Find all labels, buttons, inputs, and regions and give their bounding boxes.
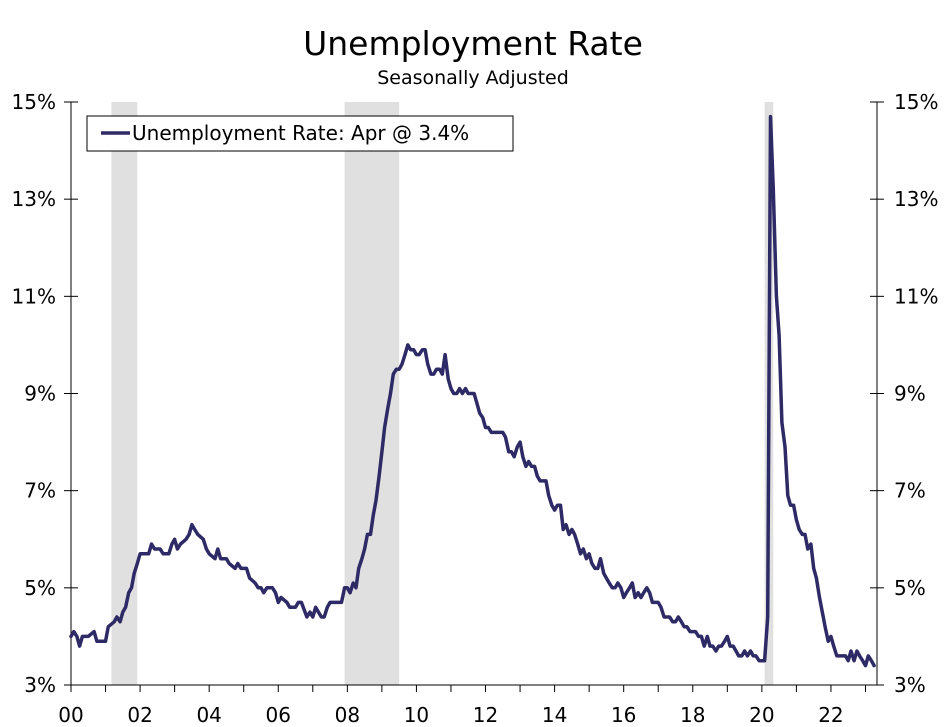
chart-title: Unemployment Rate [303,24,643,63]
y-tick-label-left: 3% [24,673,56,697]
recession-bands [111,102,774,685]
chart-subtitle: Seasonally Adjusted [377,67,569,89]
y-tick-label-right: 7% [894,479,926,503]
x-tick-label: 06 [266,703,291,727]
x-tick-label: 12 [473,703,498,727]
y-tick-label-left: 11% [12,284,56,308]
legend: Unemployment Rate: Apr @ 3.4% [86,115,514,152]
y-tick-label-right: 5% [894,576,926,600]
x-tick-label: 18 [680,703,705,727]
y-tick-label-left: 7% [24,479,56,503]
legend-entry: Unemployment Rate: Apr @ 3.4% [132,121,469,145]
y-tick-label-right: 3% [894,673,926,697]
y-tick-label-right: 11% [894,284,938,308]
x-tick-label: 02 [127,703,152,727]
x-tick-label: 20 [749,703,774,727]
x-tick-label: 00 [58,703,83,727]
y-tick-label-left: 13% [12,187,56,211]
y-tick-label-right: 9% [894,382,926,406]
y-tick-label-right: 15% [894,90,938,114]
x-tick-label: 10 [404,703,429,727]
series-line-1 [69,114,876,668]
x-tick-label: 08 [335,703,360,727]
recession-band-1 [111,102,138,685]
x-tick-label: 04 [196,703,221,727]
x-tick-label: 16 [611,703,636,727]
legend-box [86,115,514,152]
y-tick-label-left: 5% [24,576,56,600]
y-tick-label-right: 13% [894,187,938,211]
y-tick-label-left: 15% [12,90,56,114]
x-tick-label: 14 [542,703,567,727]
axes: 3% 3% 5% 5% 7% 7% 9% 9% 11% 11% 13% 13% 15% 15% 00 02 04… [12,90,939,727]
series-layer [69,114,876,668]
x-tick-label: 22 [818,703,843,727]
y-tick-label-left: 9% [24,382,56,406]
